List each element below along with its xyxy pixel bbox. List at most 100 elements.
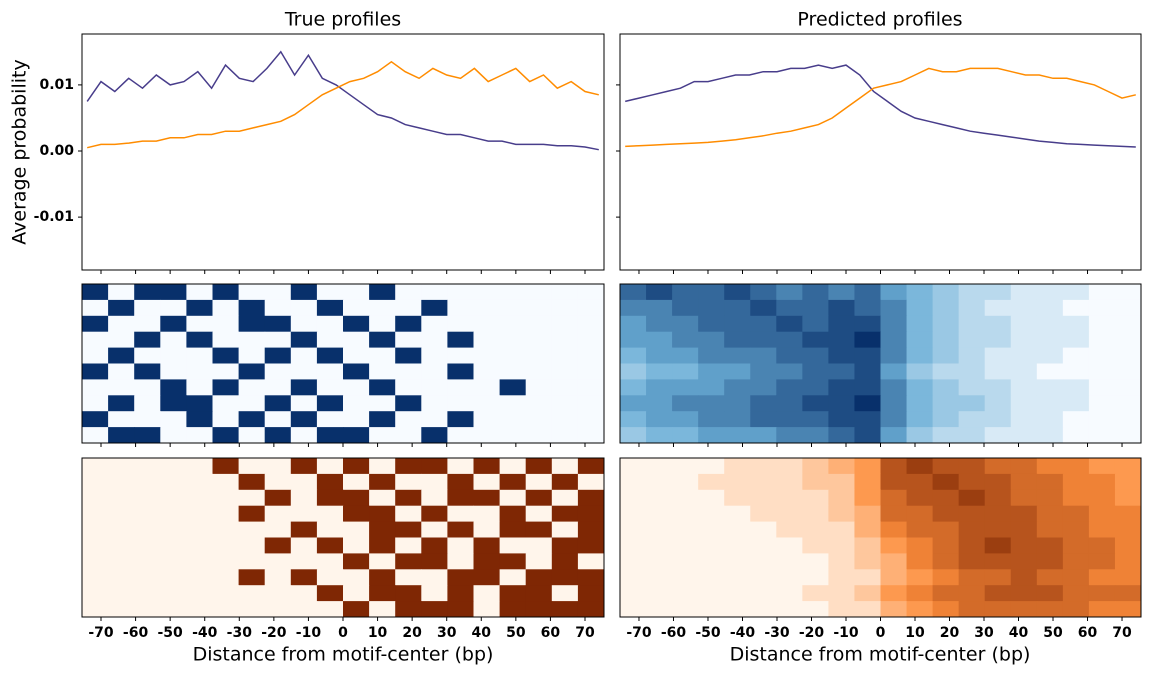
x-tick-label: -50 [695,625,721,641]
heatmap-cell [698,505,725,523]
heatmap-cell [290,411,318,428]
heatmap-cell [499,363,527,380]
heatmap-cell [854,553,881,570]
heatmap-cell [421,347,448,364]
heatmap-cell [82,521,109,538]
heatmap-cell [212,411,240,428]
heatmap-cell [160,601,187,618]
heatmap-cell [316,315,344,333]
heatmap-cell [343,379,370,396]
heatmap-cell [646,315,673,333]
heatmap-cell [1010,473,1038,491]
heatmap-cell [108,379,135,396]
heatmap-cell [577,521,605,538]
heatmap-cell [984,411,1012,428]
heatmap-cell [1088,489,1116,507]
heatmap-cell [395,505,422,523]
heatmap-cell [316,537,344,554]
x-tick-label: -60 [123,625,149,641]
heatmap-cell [343,585,370,602]
heatmap-cell [1036,553,1064,570]
heatmap-cell [802,505,829,523]
heatmap-cell [1062,379,1090,396]
heatmap-cell [447,395,474,412]
heatmap-cell [108,585,135,602]
heatmap-cell [932,411,960,428]
heatmap-cell [525,553,553,570]
heatmap-cell [134,458,161,475]
heatmap-cell [473,569,501,586]
heatmap-cell [134,395,161,412]
heatmap-cell [316,585,344,602]
heatmap-cell [82,363,109,380]
heatmap-cell [160,395,187,412]
heatmap-cell [186,411,213,428]
heatmap-cell [160,537,187,554]
heatmap-cell [984,331,1012,349]
heatmap-cell [290,569,318,586]
heatmap-cell [499,537,527,554]
heatmap-cell [776,601,803,618]
heatmap-cell [577,569,605,586]
heatmap-cell [238,411,266,428]
heatmap-cell [672,331,699,349]
heatmap-cell [186,473,213,491]
heatmap-cell [447,411,474,428]
heatmap-cell [620,489,647,507]
heatmap-cell [160,489,187,507]
heatmap-cell [984,347,1012,364]
heatmap-cell [551,284,579,301]
heatmap-cell [698,315,725,333]
heatmap-cell [1036,315,1064,333]
heatmap-cell [186,299,213,317]
heatmap-cell [499,521,527,538]
heatmap-cell [802,347,829,364]
heatmap-cell [421,363,448,380]
heatmap-cell [1062,537,1090,554]
heatmap-cell [646,521,673,538]
heatmap-cell [724,347,751,364]
heatmap-cell [316,569,344,586]
heatmap-cell [1088,521,1116,538]
heatmap-cell [82,395,109,412]
heatmap-cell [1036,363,1064,380]
heatmap-cell [1036,521,1064,538]
heatmap-cell [577,315,605,333]
heatmap-cell [646,505,673,523]
heatmap-cell [473,411,501,428]
heatmap-cell [672,537,699,554]
heatmap-cell [160,315,187,333]
heatmap-cell [577,299,605,317]
heatmap-cell [160,553,187,570]
heatmap-cell [698,411,725,428]
heatmap-cell [1036,473,1064,491]
heatmap-cell [880,411,908,428]
heatmap-cell [1010,315,1038,333]
heatmap-cell [212,284,240,301]
heatmap-cell [525,363,553,380]
heatmap-cell [316,521,344,538]
x-tick-label: 30 [974,625,994,641]
heatmap-cell [698,299,725,317]
heatmap-cell [1088,553,1116,570]
heatmap-cell [186,395,213,412]
heatmap-cell [880,363,908,380]
heatmap-cell [499,284,527,301]
heatmap-cell [421,299,448,317]
heatmap-cell [186,489,213,507]
heatmap-cell [1114,537,1142,554]
heatmap-cell [672,585,699,602]
heatmap-cell [984,284,1012,301]
heatmap-cell [343,505,370,523]
heatmap-cell [984,473,1012,491]
heatmap-cell [776,427,803,444]
heatmap-cell [82,284,109,301]
heatmap-cell [750,505,777,523]
heatmap-cell [802,284,829,301]
heatmap-cell [238,505,266,523]
heatmap-cell [577,473,605,491]
y-tick-label: 0.01 [39,77,74,93]
heatmap-cell [473,473,501,491]
heatmap-cell [212,363,240,380]
heatmap-cell [698,537,725,554]
